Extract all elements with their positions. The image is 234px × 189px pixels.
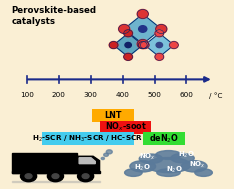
Text: Perovskite-based
catalysts: Perovskite-based catalysts — [12, 6, 97, 26]
Circle shape — [155, 30, 164, 37]
Ellipse shape — [157, 169, 180, 176]
Text: H$_2$-SCR / NH$_3$-SCR / HC-SCR: H$_2$-SCR / NH$_3$-SCR / HC-SCR — [32, 134, 143, 144]
Ellipse shape — [171, 153, 194, 163]
Text: 400: 400 — [116, 92, 129, 98]
Circle shape — [124, 30, 132, 37]
Circle shape — [139, 26, 147, 32]
Circle shape — [155, 53, 164, 60]
Circle shape — [138, 42, 147, 49]
Ellipse shape — [181, 161, 207, 172]
Circle shape — [47, 171, 64, 182]
Circle shape — [77, 171, 94, 182]
Circle shape — [82, 174, 89, 179]
Circle shape — [52, 174, 59, 179]
Ellipse shape — [195, 169, 212, 176]
Text: 200: 200 — [52, 92, 66, 98]
Ellipse shape — [130, 161, 156, 172]
Ellipse shape — [139, 154, 163, 163]
Circle shape — [137, 9, 148, 19]
Text: NO$_x$: NO$_x$ — [189, 160, 206, 170]
Circle shape — [137, 40, 148, 48]
Circle shape — [156, 25, 167, 33]
Polygon shape — [145, 33, 174, 57]
Polygon shape — [12, 171, 100, 173]
Text: 500: 500 — [148, 92, 161, 98]
Circle shape — [104, 153, 108, 156]
Circle shape — [124, 53, 132, 60]
Text: deN$_2$O: deN$_2$O — [149, 133, 179, 145]
Circle shape — [140, 42, 149, 49]
Circle shape — [125, 43, 131, 48]
Circle shape — [109, 42, 118, 49]
Text: H$_2$O: H$_2$O — [134, 163, 151, 173]
Circle shape — [119, 25, 130, 33]
Text: / °C: / °C — [209, 92, 222, 99]
Polygon shape — [77, 156, 100, 173]
Polygon shape — [12, 153, 77, 173]
Polygon shape — [124, 14, 161, 44]
Circle shape — [101, 157, 104, 160]
Ellipse shape — [124, 169, 142, 176]
Text: 300: 300 — [84, 92, 98, 98]
Text: N$_2$O: N$_2$O — [166, 164, 183, 175]
Text: NO$_x$-soot: NO$_x$-soot — [105, 121, 147, 133]
Polygon shape — [79, 158, 95, 164]
Text: 600: 600 — [179, 92, 194, 98]
Text: 100: 100 — [20, 92, 33, 98]
Circle shape — [106, 150, 112, 154]
Circle shape — [25, 174, 32, 179]
Text: LNT: LNT — [104, 111, 122, 120]
Text: NO$_x$: NO$_x$ — [139, 152, 156, 162]
Circle shape — [21, 171, 37, 182]
Circle shape — [169, 42, 178, 49]
Ellipse shape — [146, 157, 191, 173]
Polygon shape — [113, 33, 143, 57]
Circle shape — [156, 43, 163, 48]
Text: H$_2$O: H$_2$O — [178, 150, 194, 160]
Ellipse shape — [156, 151, 181, 159]
